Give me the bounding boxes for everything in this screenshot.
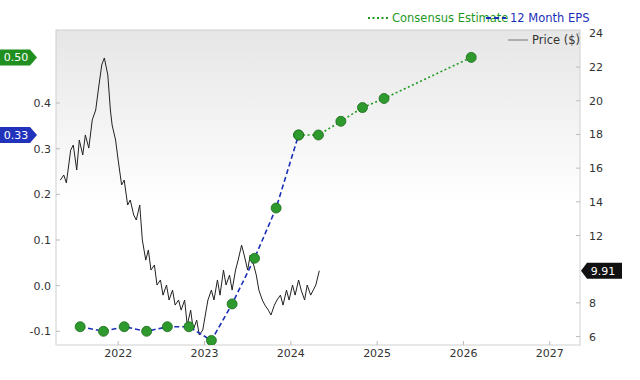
series-marker <box>294 130 304 140</box>
series-marker <box>206 335 216 345</box>
value-tag-label: 9.91 <box>591 265 616 278</box>
y2-tick <box>576 100 580 101</box>
legend-label: Price ($) <box>532 33 580 47</box>
x-tick-label: 2025 <box>363 347 391 360</box>
y-tick <box>56 148 60 149</box>
series-marker <box>98 326 108 336</box>
y2-tick-label: 20 <box>589 95 603 108</box>
x-tick-label: 2022 <box>104 347 132 360</box>
plot-area <box>60 52 476 345</box>
legend-swatch <box>368 17 388 19</box>
y2-tick-label: 8 <box>589 297 596 310</box>
y2-tick <box>576 201 580 202</box>
legend-label: Consensus Estimate <box>392 11 508 25</box>
value-tag <box>581 263 622 279</box>
legend-swatch <box>486 17 506 19</box>
legend-label: 12 Month EPS <box>510 11 590 25</box>
series-marker <box>227 299 237 309</box>
y-tick <box>56 240 60 241</box>
legend-swatch <box>508 39 528 40</box>
x-tick-label: 2027 <box>536 347 564 360</box>
series-marker <box>379 93 389 103</box>
series-marker <box>142 326 152 336</box>
y2-tick <box>576 235 580 236</box>
x-tick <box>377 341 378 345</box>
x-tick-label: 2026 <box>449 347 477 360</box>
series-marker <box>271 203 281 213</box>
chart: -0.10.00.10.20.30.4681214161820222420222… <box>0 0 640 380</box>
y2-tick <box>576 168 580 169</box>
y2-tick-label: 24 <box>589 27 603 40</box>
y-tick-label: 0.2 <box>34 188 52 201</box>
series-marker <box>336 116 346 126</box>
y2-tick <box>576 302 580 303</box>
y-tick-label: -0.1 <box>30 325 51 338</box>
y-tick-label: 0.1 <box>34 234 52 247</box>
y-tick <box>56 285 60 286</box>
series-line <box>80 135 298 340</box>
value-tag <box>0 127 37 143</box>
y-tick <box>56 103 60 104</box>
y2-tick <box>576 336 580 337</box>
x-tick <box>118 341 119 345</box>
y-tick <box>56 194 60 195</box>
series-line <box>299 57 472 135</box>
series-marker <box>75 322 85 332</box>
series-marker <box>184 322 194 332</box>
value-tag-label: 0.33 <box>4 129 29 142</box>
y2-tick-label: 16 <box>589 162 603 175</box>
series-marker <box>466 52 476 62</box>
x-tick-label: 2023 <box>190 347 218 360</box>
x-tick-label: 2024 <box>277 347 305 360</box>
x-tick <box>463 341 464 345</box>
series-marker <box>357 103 367 113</box>
series-marker <box>294 130 304 140</box>
series-marker <box>250 253 260 263</box>
series-marker <box>313 130 323 140</box>
y-tick-label: 0.4 <box>34 97 52 110</box>
y-tick-label: 0.0 <box>34 280 52 293</box>
y2-tick-label: 14 <box>589 196 603 209</box>
y2-tick-label: 12 <box>589 230 603 243</box>
value-tag <box>0 49 37 65</box>
x-tick <box>290 341 291 345</box>
plot-frame <box>56 30 580 345</box>
y-tick-label: 0.3 <box>34 143 52 156</box>
y2-tick <box>576 134 580 135</box>
series-marker <box>119 322 129 332</box>
y2-tick-label: 18 <box>589 128 603 141</box>
x-tick <box>549 341 550 345</box>
x-tick <box>204 341 205 345</box>
value-tag-label: 0.50 <box>4 51 29 64</box>
series-marker <box>162 322 172 332</box>
y2-tick <box>576 67 580 68</box>
y2-tick-label: 22 <box>589 61 603 74</box>
y-tick <box>56 331 60 332</box>
y2-tick-label: 6 <box>589 331 596 344</box>
